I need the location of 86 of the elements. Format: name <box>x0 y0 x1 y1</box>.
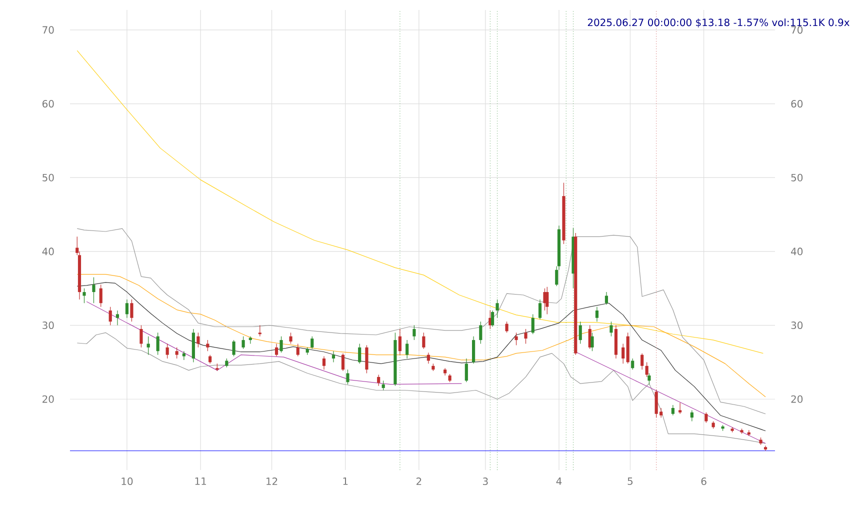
candlestick <box>242 336 245 350</box>
candlestick <box>130 299 134 322</box>
candlestick <box>140 324 143 348</box>
x-tick-label: 12 <box>266 478 278 485</box>
candlestick <box>196 332 200 348</box>
candlestick <box>166 343 169 359</box>
candlestick <box>426 352 430 364</box>
candlestick <box>377 374 380 386</box>
candlestick <box>108 306 112 326</box>
candlestick <box>398 328 402 356</box>
x-tick-label: 11 <box>195 478 206 485</box>
y2-tick-label: 40 <box>791 248 803 256</box>
y2-tick-label: 20 <box>791 395 803 403</box>
candlestick <box>296 343 300 357</box>
x-tick-label: 10 <box>122 478 133 486</box>
candlestick <box>648 372 651 385</box>
candlestick <box>99 284 102 308</box>
candlestick <box>472 336 476 364</box>
candlestick <box>490 310 494 328</box>
candlestick <box>365 344 368 374</box>
text: 2025.06.27 00:00:00 $13.18 -1.57% vol:115.1K 0.9x <box>588 18 850 28</box>
line-series <box>76 332 766 444</box>
candlestick <box>764 445 768 452</box>
candlestick <box>546 286 549 315</box>
candlestick <box>640 353 644 370</box>
candlestick <box>538 299 542 320</box>
y-tick-label: 20 <box>42 395 54 403</box>
candlestick <box>82 288 86 304</box>
candlestick <box>610 321 613 337</box>
candlestick <box>678 402 682 414</box>
x-tick-label: 2 <box>416 478 422 485</box>
candlestick <box>690 410 694 422</box>
x-tick-label: 5 <box>628 478 633 485</box>
candlestick <box>175 347 178 359</box>
candlestick <box>412 324 416 340</box>
candlestick <box>578 321 582 344</box>
candlestick <box>341 353 345 372</box>
line-series <box>76 228 766 414</box>
candlestick <box>358 343 362 364</box>
candlestick <box>274 343 278 357</box>
candlestick <box>156 332 160 356</box>
candlestick <box>464 358 468 382</box>
y2-tick-label: 50 <box>791 174 803 182</box>
candlestick <box>346 369 350 385</box>
y2-tick-label: 70 <box>791 26 803 34</box>
candlestick <box>604 292 608 305</box>
candlestick <box>182 350 186 360</box>
y-tick-label: 60 <box>42 100 54 108</box>
candlestick <box>524 328 528 344</box>
candlestick <box>595 306 599 322</box>
x-tick-label: 6 <box>701 478 706 486</box>
candlestick <box>631 358 634 370</box>
y-tick-label: 30 <box>42 322 54 330</box>
y-tick-label: 70 <box>42 26 54 34</box>
line-series <box>76 50 764 354</box>
candlestick <box>232 340 236 357</box>
candlestick <box>116 310 120 326</box>
candlestick <box>514 332 518 346</box>
candlestick <box>258 324 262 337</box>
candlestick <box>92 276 96 304</box>
x-tick-label: 3 <box>483 478 488 486</box>
candlestick <box>146 336 150 356</box>
candlestick <box>382 380 385 391</box>
candlestick <box>505 321 508 333</box>
candlestick <box>622 343 625 364</box>
candlestick <box>531 314 534 334</box>
candlestick <box>322 356 326 370</box>
candlestick <box>332 350 336 362</box>
candlestick <box>422 332 426 350</box>
candlestick <box>280 336 283 353</box>
y2-tick-label: 60 <box>791 100 803 108</box>
candlestick <box>671 404 674 416</box>
candlestick <box>645 362 648 378</box>
y2-tick-label: 30 <box>791 322 803 330</box>
x-tick-label: 4 <box>556 478 562 485</box>
y-tick-label: 50 <box>42 174 54 182</box>
candlestick <box>704 412 708 424</box>
candlestick <box>406 340 409 359</box>
x-tick-label: 1 <box>343 478 348 485</box>
candlestick <box>125 299 129 318</box>
candlestick <box>479 321 482 344</box>
candlestick <box>590 332 594 352</box>
candlestick <box>289 332 292 344</box>
candlestick <box>206 340 210 352</box>
candlestick <box>310 336 314 350</box>
y-tick-label: 40 <box>42 248 54 256</box>
